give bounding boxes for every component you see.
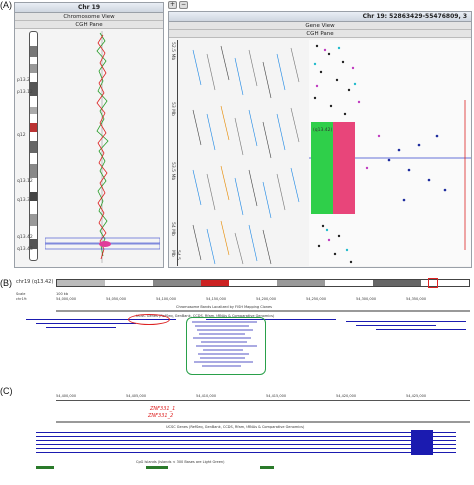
band-label: q13.42: [17, 235, 33, 240]
axis-tick: 53.5 Mb: [170, 162, 175, 181]
panel-a-label: (A): [0, 0, 12, 10]
cgh-trace-green: [96, 32, 109, 257]
green-region-block: [311, 122, 333, 214]
position-label: 54,425,000: [406, 394, 427, 398]
scale-label: Scale: [16, 292, 26, 296]
cgh-scatter-plot: [309, 40, 471, 266]
gene-cluster-box: [186, 317, 266, 375]
position-label: 54,405,000: [126, 394, 147, 398]
ucsc-browser-panel: chr19 (q13.42) Scale chr19: 100 kb 54,00…: [16, 278, 472, 379]
panel-c-label: (C): [0, 386, 13, 396]
position-label: 54,420,000: [336, 394, 357, 398]
ucsc-zoom-panel: 54,400,000 54,405,000 54,410,000 54,415,…: [16, 386, 472, 484]
exon-block: [411, 430, 433, 455]
band-track-bar: [56, 310, 470, 312]
cpg-island: [36, 466, 54, 469]
position-label: 54,100,000: [156, 297, 177, 301]
genes-track-title: UCSC Genes (RefSeq, GenBank, CCDS, Rfam,…: [136, 314, 275, 318]
axis-tick: 54.5 Mb: [170, 250, 180, 261]
position-label: 54,350,000: [406, 297, 427, 301]
chr-label: chr19 (q13.42): [16, 279, 54, 285]
genes-track-title-c: UCSC Genes (RefSeq, GenBank, CCDS, Rfam,…: [166, 425, 305, 429]
panel-b-label: (B): [0, 278, 12, 288]
chromosome-ideogram: [29, 31, 38, 261]
band-marker-label: (q13.42): [313, 128, 333, 133]
cgh-profile-plot: [45, 31, 160, 263]
band-label: p13.12: [17, 90, 33, 95]
band-label: q13.12: [17, 179, 33, 184]
chr-row-label: chr19:: [16, 297, 28, 301]
position-label: 54,410,000: [196, 394, 217, 398]
zoom-in-button[interactable]: +: [168, 1, 177, 9]
scale-value: 100 kb: [56, 292, 69, 296]
gene-label-red: ZNF331_2: [148, 413, 174, 419]
axis-tick: 53 Mb: [170, 102, 175, 116]
position-label: 54,300,000: [356, 297, 377, 301]
gene-label-tracks: [192, 45, 300, 265]
fish-track-title: Chromosome Bands Localized by FISH Mappi…: [176, 305, 272, 309]
axis-tick: 52.5 Mb: [170, 42, 175, 61]
chromosome-pane-label: CGH Pane: [15, 21, 163, 29]
position-label: 54,415,000: [266, 394, 287, 398]
band-label: p13.2: [17, 78, 30, 83]
gene-pane-label: CGH Pane: [169, 30, 471, 38]
ucsc-ideogram: [56, 279, 470, 287]
zoom-out-button[interactable]: −: [179, 1, 188, 9]
position-label: 54,250,000: [306, 297, 327, 301]
mb-axis: [177, 40, 178, 266]
band-label: q13.32: [17, 198, 33, 203]
position-label: 54,000,000: [56, 297, 77, 301]
position-label: 54,150,000: [206, 297, 227, 301]
cgh-trace-red: [96, 34, 108, 260]
highlight-box: [428, 278, 438, 288]
band-label: q13.43: [17, 247, 33, 252]
axis-tick: 54 Mb: [170, 222, 175, 236]
position-label: 54,050,000: [106, 297, 127, 301]
red-region-block: [333, 122, 355, 214]
chromosome-view-subtitle: Chromosome View: [15, 13, 163, 21]
cpg-island: [146, 466, 168, 469]
chromosome-view-window: Chr 19 Chromosome View CGH Pane p13.2 p1…: [14, 2, 164, 268]
band-label: q12: [17, 133, 26, 138]
znf331-highlight-ellipse: [128, 314, 170, 325]
gene-view-window: Chr 19: 52863429-55476809, 3 Gene View C…: [168, 11, 472, 268]
position-label: 54,200,000: [256, 297, 277, 301]
chromosome-window-title: Chr 19: [15, 3, 163, 13]
amplified-region-marker: [99, 241, 111, 247]
cpg-track-title: CpG Islands (Islands < 300 Bases are Lig…: [136, 460, 225, 464]
position-label: 54,400,000: [56, 394, 77, 398]
gene-view-subtitle: Gene View: [169, 22, 471, 30]
gene-window-title: Chr 19: 52863429-55476809, 3: [169, 12, 471, 22]
gene-label-red: ZNF331_1: [150, 406, 176, 412]
gene-cluster-lines: [192, 321, 257, 367]
cpg-island: [260, 466, 274, 469]
